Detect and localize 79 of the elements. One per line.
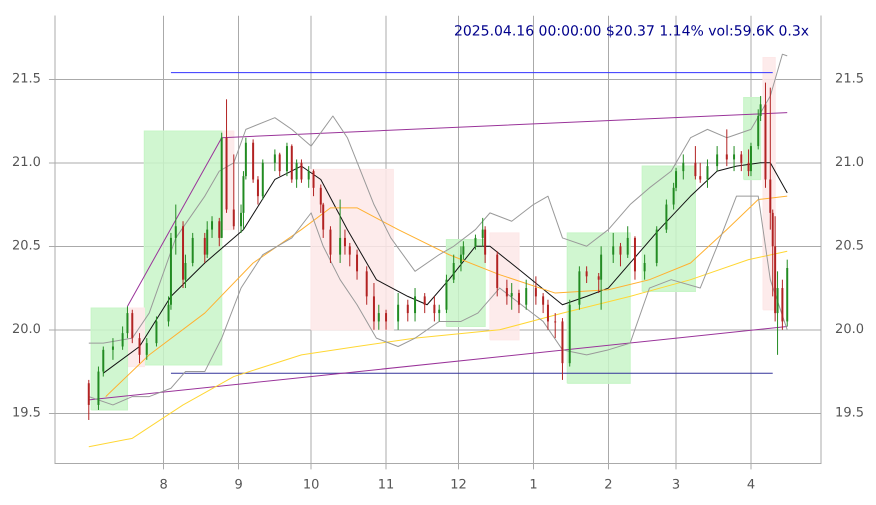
candlestick bbox=[174, 204, 177, 256]
candlestick bbox=[414, 288, 416, 322]
candlestick bbox=[733, 146, 736, 172]
candlestick bbox=[146, 338, 148, 360]
x-tick-label: 3 bbox=[672, 478, 680, 493]
candlestick bbox=[274, 148, 276, 172]
candlestick bbox=[482, 217, 484, 247]
y-tick-label: 21.5 bbox=[12, 72, 41, 87]
candlestick bbox=[612, 232, 614, 264]
candlestick bbox=[308, 166, 310, 188]
y2-tick-label: 19.5 bbox=[835, 406, 864, 421]
y-tick-label: 20.5 bbox=[12, 238, 41, 254]
candlestick bbox=[554, 312, 556, 339]
candlestick bbox=[112, 338, 114, 360]
candlestick bbox=[204, 232, 206, 264]
candlestick bbox=[312, 168, 315, 197]
y2-tick-label: 20.0 bbox=[835, 322, 864, 338]
candlestick bbox=[155, 316, 158, 347]
candlestick bbox=[626, 226, 629, 258]
y2-tick-label: 21.0 bbox=[835, 155, 864, 170]
candlestick bbox=[278, 152, 281, 177]
x-tick-label: 2 bbox=[604, 478, 613, 493]
candlestick bbox=[506, 279, 508, 306]
x-tick-label: 10 bbox=[302, 478, 320, 493]
candlestick bbox=[218, 217, 220, 247]
y-tick-label: 20.0 bbox=[12, 322, 41, 338]
x-tick-label: 11 bbox=[378, 478, 394, 493]
candlestick bbox=[138, 332, 141, 364]
candlestick bbox=[694, 146, 696, 180]
candlestick bbox=[300, 158, 302, 184]
candlestick bbox=[348, 242, 351, 267]
x-tick-label: 9 bbox=[234, 478, 243, 493]
x-tick-label: 1 bbox=[529, 478, 538, 493]
candlestick bbox=[424, 292, 426, 314]
candlestick bbox=[385, 309, 388, 330]
candlestick bbox=[726, 128, 728, 167]
y2-tick-label: 20.5 bbox=[835, 238, 864, 254]
candlestick bbox=[452, 254, 455, 284]
y-tick-label: 19.5 bbox=[12, 406, 41, 421]
candlestick bbox=[619, 242, 622, 267]
candlestick bbox=[438, 304, 440, 322]
y2-tick-label: 21.5 bbox=[835, 72, 864, 87]
candlestick bbox=[406, 299, 409, 322]
candlestick bbox=[88, 379, 90, 420]
candlestick bbox=[339, 199, 342, 264]
candlestick bbox=[740, 150, 742, 172]
candlestick bbox=[102, 346, 104, 378]
candlestick bbox=[184, 254, 186, 289]
candlestick bbox=[586, 266, 588, 284]
candlestick bbox=[716, 146, 718, 172]
x-tick-label: 4 bbox=[746, 478, 756, 493]
candlestick bbox=[256, 176, 259, 206]
candlestick bbox=[397, 292, 400, 330]
candlestick bbox=[356, 249, 358, 280]
candlestick bbox=[699, 162, 702, 184]
candlestick bbox=[232, 154, 235, 230]
candlestick bbox=[525, 279, 528, 310]
candlestick bbox=[706, 158, 708, 188]
candlestick bbox=[378, 304, 380, 330]
candlestick bbox=[546, 299, 549, 330]
candlestick bbox=[542, 292, 544, 314]
x-tick-label: 12 bbox=[450, 478, 467, 493]
candlestick bbox=[460, 246, 462, 272]
candlestick bbox=[126, 306, 128, 339]
candlestick bbox=[748, 148, 750, 177]
candlestick bbox=[644, 254, 646, 280]
text: 2025.04.16 00:00:00 $20.37 1.14% vol:59.6K 0.3x bbox=[454, 23, 810, 40]
candlestick bbox=[518, 289, 520, 314]
candlestick bbox=[682, 154, 684, 180]
candlestick bbox=[344, 229, 346, 256]
candlestick bbox=[433, 296, 436, 322]
candlestick bbox=[474, 234, 476, 250]
candlestick bbox=[122, 326, 124, 350]
candlestick bbox=[211, 216, 214, 238]
candlestick bbox=[510, 282, 513, 310]
y-tick-label: 21.0 bbox=[12, 155, 41, 170]
x-tick-label: 8 bbox=[160, 478, 168, 493]
candlestick bbox=[296, 158, 298, 188]
candlestick bbox=[534, 276, 537, 306]
